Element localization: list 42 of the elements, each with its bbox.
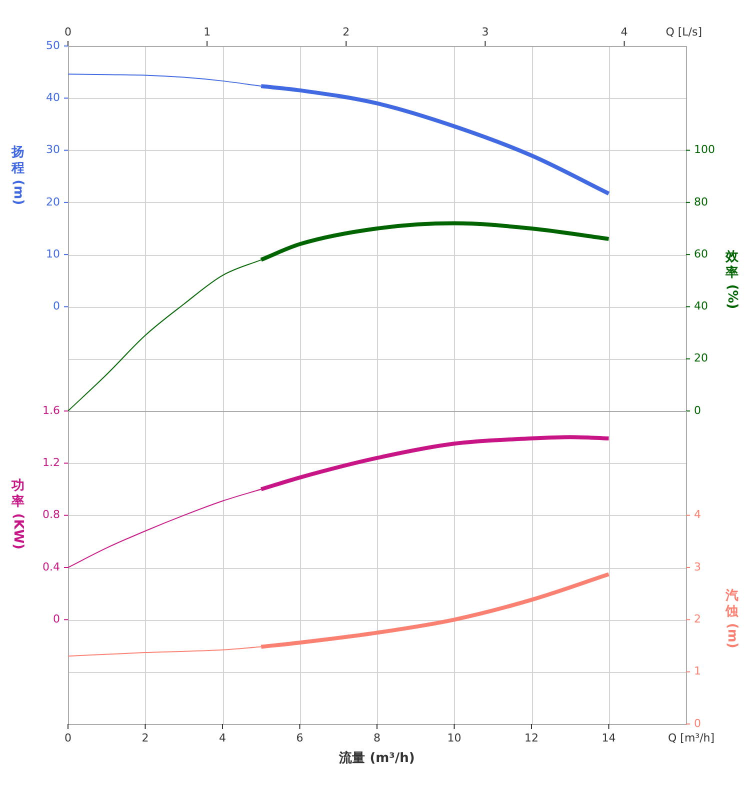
y-tick-label: 0.4 (42, 560, 60, 574)
x2-tick-label: 3 (482, 25, 489, 38)
y2-tick-label: 0 (694, 716, 701, 730)
y-tick-label: 0 (53, 300, 60, 313)
x2-tick-label: 4 (620, 25, 628, 38)
y-tick-label: 40 (46, 91, 60, 104)
x2-tick-label: 1 (204, 25, 211, 38)
x-tick-label: 0 (64, 731, 72, 744)
y-tick-label: 1.6 (42, 404, 60, 417)
y2-tick-label: 1 (694, 664, 701, 678)
y-tick-label: 10 (46, 247, 60, 260)
y-tick-label: 0 (53, 612, 60, 626)
y-tick-label: 50 (46, 38, 60, 52)
x-tick-label: 14 (602, 731, 616, 744)
y2-tick-label: 80 (694, 195, 708, 208)
y-tick-label: 30 (46, 143, 60, 156)
x2-axis-title: Q [L/s] (666, 25, 702, 38)
y-tick-label: 20 (46, 195, 60, 208)
y2-tick-label: 0 (694, 404, 701, 417)
x2-tick-label: 0 (64, 25, 72, 38)
y-tick-label: 0.8 (42, 508, 60, 522)
y2-axis-title: 汽蚀 (m) (724, 588, 740, 648)
x-tick-label: 12 (524, 731, 538, 744)
x-tick-label: 10 (447, 731, 462, 744)
x-axis-title: 流量 (m³/h) (338, 750, 415, 766)
x-tick-label: 8 (374, 731, 380, 744)
y2-axis-title: 效率 (%) (724, 250, 740, 310)
y2-tick-label: 60 (694, 247, 708, 260)
text: Q [m³/h] (668, 731, 715, 744)
x-tick-label: 4 (219, 731, 226, 744)
y-axis-title: 扬程 (m) (10, 145, 26, 206)
y2-tick-label: 2 (694, 612, 701, 626)
x-tick-label: 6 (296, 731, 304, 744)
x2-tick-label: 2 (342, 25, 350, 38)
y2-tick-label: 4 (694, 508, 701, 522)
x-tick-label: 2 (142, 731, 149, 744)
y2-tick-label: 20 (694, 352, 708, 365)
y2-tick-label: 40 (694, 300, 708, 313)
y2-tick-label: 3 (694, 560, 701, 574)
y-tick-label: 1.2 (42, 456, 60, 470)
y2-tick-label: 100 (694, 143, 715, 156)
y-axis-title: 功率 (KW) (10, 478, 26, 550)
